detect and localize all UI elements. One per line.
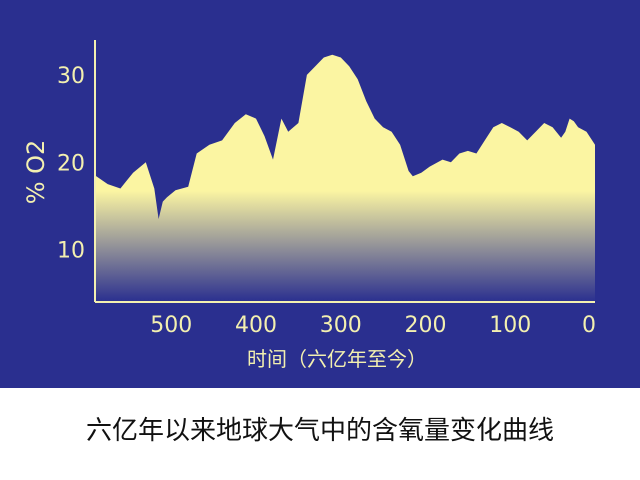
y-tick-label: 30 xyxy=(57,64,85,89)
oxygen-area-chart: 10 20 30 500 400 300 200 100 0 % O2 时间（六亿年至今） xyxy=(22,40,596,371)
x-tick-label: 400 xyxy=(235,313,277,338)
y-tick-labels: 10 20 30 xyxy=(57,64,85,264)
x-axis-title: 时间（六亿年至今） xyxy=(247,347,427,371)
x-tick-label: 100 xyxy=(489,313,531,338)
x-tick-label: 0 xyxy=(582,313,596,338)
y-tick-label: 20 xyxy=(57,151,85,176)
x-tick-label: 500 xyxy=(150,313,192,338)
chart-panel: 10 20 30 500 400 300 200 100 0 % O2 时间（六亿年至今） xyxy=(0,0,640,388)
x-tick-labels: 500 400 300 200 100 0 xyxy=(150,313,596,338)
y-axis-title: % O2 xyxy=(22,140,50,205)
oxygen-area xyxy=(95,54,595,302)
y-tick-label: 10 xyxy=(57,239,85,264)
x-tick-label: 200 xyxy=(405,313,447,338)
figure-caption: 六亿年以来地球大气中的含氧量变化曲线 xyxy=(85,416,554,446)
x-tick-label: 300 xyxy=(320,313,362,338)
